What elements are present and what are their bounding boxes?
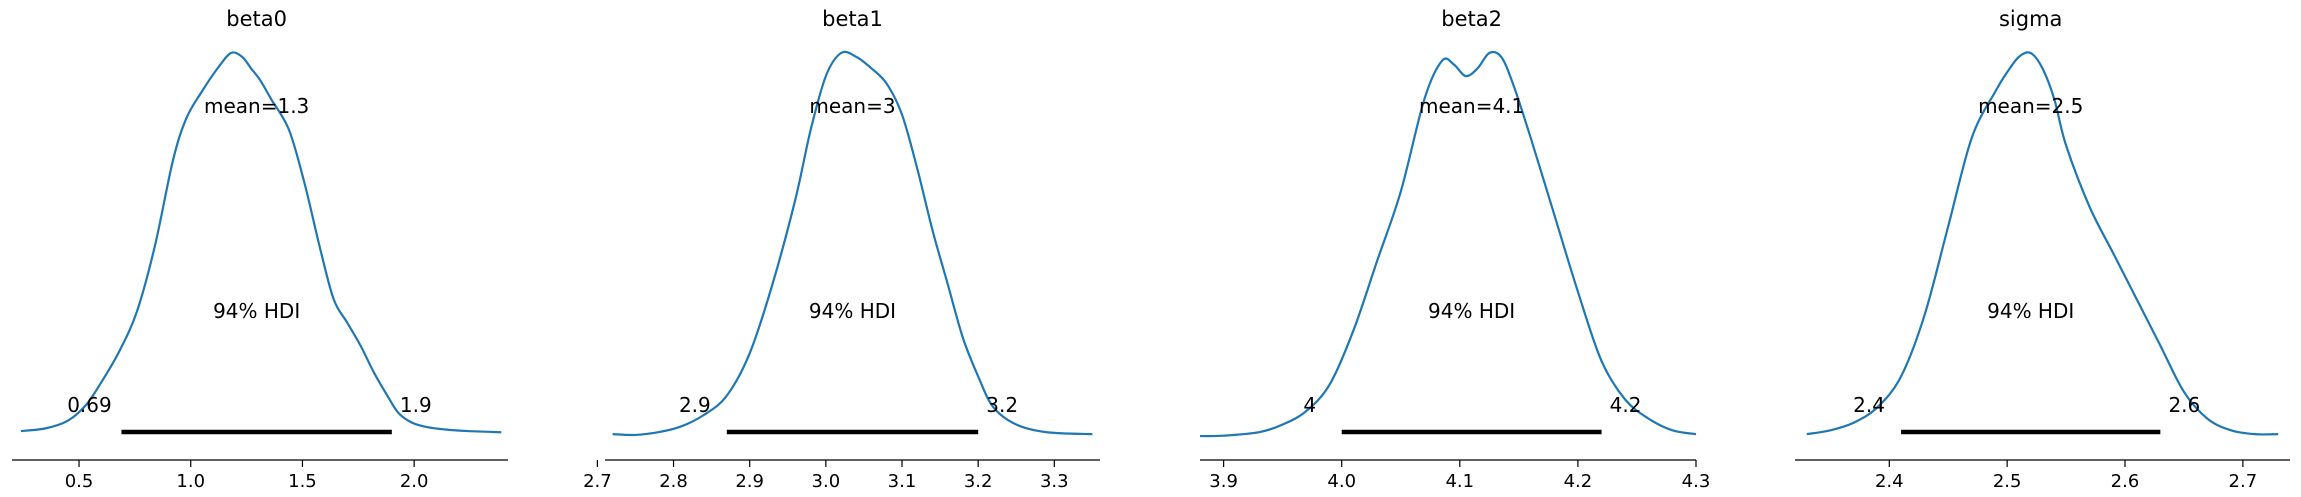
x-tick-label: 4.0	[1327, 471, 1356, 492]
x-tick-label: 2.4	[1875, 471, 1904, 492]
x-tick-label: 3.1	[888, 471, 917, 492]
panel-beta0: beta0 0.69 1.9 mean=1.3 94% HDI 0.5 1.0 1.5 2.0	[12, 7, 508, 492]
mean-label: mean=1.3	[204, 94, 309, 118]
hdi-lower-label: 0.69	[67, 393, 112, 417]
mean-label: mean=4.1	[1419, 94, 1524, 118]
density-line	[1806, 51, 2279, 436]
panel-sigma: sigma 2.4 2.6 mean=2.5 94% HDI 2.4 2.5 2.6 2.7	[1795, 7, 2290, 492]
x-tick-label: 3.9	[1209, 471, 1238, 492]
hdi-lower-label: 2.4	[1853, 393, 1885, 417]
hdi-label: 94% HDI	[213, 299, 300, 323]
x-tick-label: 2.6	[2111, 471, 2140, 492]
hdi-lower-label: 4	[1303, 393, 1316, 417]
panel-title: sigma	[1999, 7, 2062, 31]
panel-title: beta0	[226, 7, 287, 31]
panel-title: beta1	[822, 7, 883, 31]
x-tick-label: 2.7	[583, 471, 612, 492]
hdi-upper-label: 4.2	[1610, 393, 1642, 417]
mean-label: mean=2.5	[1978, 94, 2083, 118]
hdi-label: 94% HDI	[1987, 299, 2074, 323]
density-line	[20, 51, 502, 434]
x-tick-label: 2.7	[2229, 471, 2258, 492]
x-tick-label: 3.2	[964, 471, 993, 492]
x-tick-label: 4.2	[1564, 471, 1593, 492]
hdi-label: 94% HDI	[809, 299, 896, 323]
density-line	[612, 50, 1093, 437]
panel-beta1: beta1 2.9 3.2 mean=3 94% HDI 2.7 2.8 2.9 3.0 3.1 3…	[583, 7, 1100, 492]
hdi-label: 94% HDI	[1428, 299, 1515, 323]
panel-beta2: beta2 4 4.2 mean=4.1 94% HDI 3.9 4.0 4.1 4.2 4.3	[1199, 7, 1711, 492]
x-tick-label: 2.0	[400, 471, 429, 492]
density-line	[1199, 50, 1697, 438]
x-tick-label: 3.0	[812, 471, 841, 492]
x-tick-label: 4.3	[1682, 471, 1711, 492]
mean-label: mean=3	[809, 94, 895, 118]
panel-title: beta2	[1441, 7, 1502, 31]
x-tick-label: 1.0	[176, 471, 205, 492]
x-tick-label: 2.5	[1993, 471, 2022, 492]
hdi-upper-label: 2.6	[2168, 393, 2200, 417]
x-tick-label: 2.8	[659, 471, 688, 492]
hdi-upper-label: 1.9	[400, 393, 432, 417]
x-tick-label: 2.9	[735, 471, 764, 492]
x-tick-label: 4.1	[1445, 471, 1474, 492]
x-tick-label: 0.5	[65, 471, 94, 492]
x-tick-label: 3.3	[1040, 471, 1069, 492]
hdi-upper-label: 3.2	[986, 393, 1018, 417]
x-tick-label: 1.5	[288, 471, 317, 492]
hdi-lower-label: 2.9	[679, 393, 711, 417]
